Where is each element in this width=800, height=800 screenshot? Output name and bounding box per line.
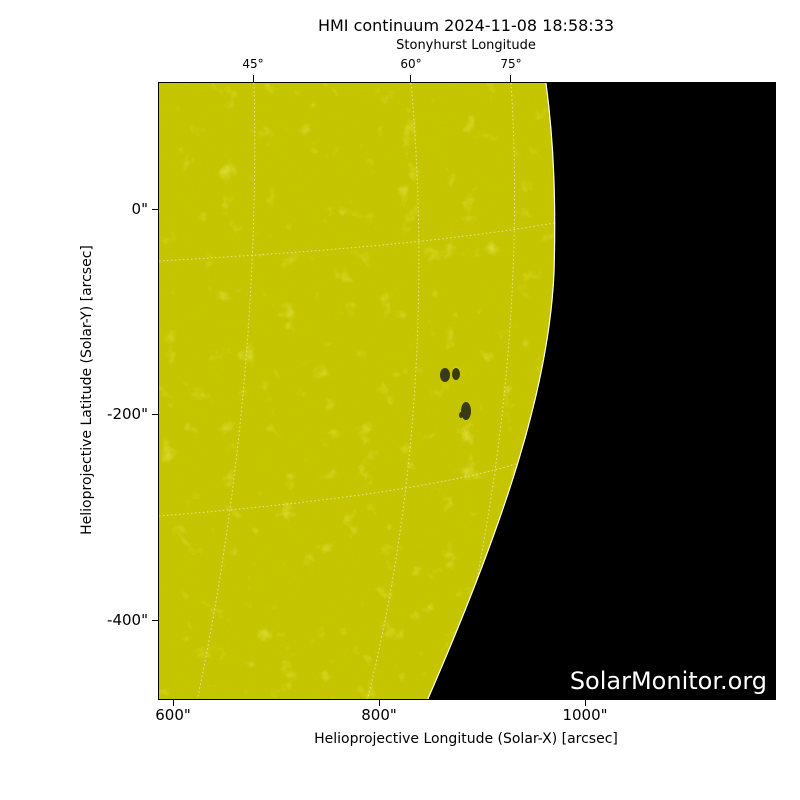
x-tick-label: 800" — [361, 706, 397, 724]
sunspot-group — [440, 368, 471, 420]
sunspot — [459, 412, 463, 418]
x-tick-mark — [379, 700, 380, 706]
solar-image-svg — [159, 83, 775, 699]
top-tick-label: 75° — [500, 57, 522, 71]
watermark: SolarMonitor.org — [569, 667, 767, 695]
sunspot — [452, 368, 460, 380]
top-tick-mark — [510, 75, 511, 82]
y-tick-label: -400" — [107, 611, 148, 629]
solar-limb — [427, 83, 556, 699]
y-tick-mark — [152, 414, 158, 415]
y-tick-mark — [152, 209, 158, 210]
sunspot — [461, 402, 471, 420]
solar-image: SolarMonitor.org — [158, 82, 776, 700]
y-tick-label: -200" — [107, 405, 148, 423]
top-tick-mark — [410, 75, 411, 82]
x-tick-mark — [585, 700, 586, 706]
top-tick-label: 45° — [242, 57, 264, 71]
top-tick-label: 60° — [400, 57, 422, 71]
sunspot — [440, 368, 450, 382]
top-axis-label: Stonyhurst Longitude — [396, 38, 536, 53]
x-axis-label: Helioprojective Longitude (Solar-X) [arc… — [314, 731, 618, 747]
x-tick-mark — [173, 700, 174, 706]
x-tick-label: 1000" — [562, 706, 608, 724]
y-tick-label: 0" — [131, 200, 148, 218]
top-tick-mark — [253, 75, 254, 82]
y-axis-label: Helioprojective Latitude (Solar-Y) [arcs… — [79, 245, 95, 535]
chart-title: HMI continuum 2024-11-08 18:58:33 — [317, 16, 615, 35]
x-tick-label: 600" — [155, 706, 191, 724]
y-tick-mark — [152, 620, 158, 621]
